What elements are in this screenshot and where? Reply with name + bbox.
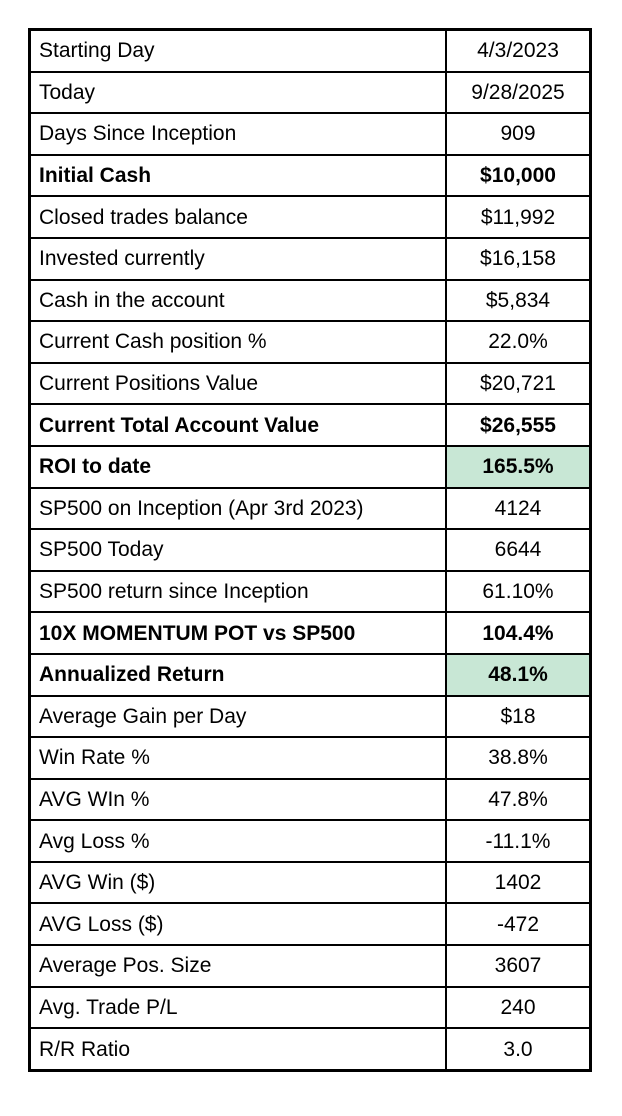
row-value: 240 <box>500 995 536 1019</box>
row-label: SP500 Today <box>31 530 447 570</box>
row-value: 4124 <box>494 496 542 520</box>
table-row: ROI to date 165.5% <box>31 446 589 489</box>
table-row: Current Total Account Value $26,555 <box>31 405 589 447</box>
table-row: Current Cash position % 22.0% <box>31 322 589 364</box>
row-value: $26,555 <box>480 413 556 437</box>
row-label: Days Since Inception <box>31 114 447 154</box>
table-row: Avg. Trade P/L 240 <box>31 987 589 1030</box>
table-row: 10X MOMENTUM POT vs SP500 104.4% <box>31 613 589 655</box>
row-value: 47.8% <box>488 787 548 811</box>
table-row: Cash in the account $5,834 <box>31 280 589 323</box>
table-row: R/R Ratio 3.0 <box>31 1029 589 1069</box>
row-value: $5,834 <box>485 288 551 312</box>
row-value: 4/3/2023 <box>477 39 559 63</box>
table-row: SP500 return since Inception 61.10% <box>31 571 589 614</box>
row-label: AVG Loss ($) <box>31 904 447 945</box>
row-label: AVG WIn % <box>31 779 447 820</box>
table-row: Annualized Return 48.1% <box>31 654 589 697</box>
table-row: Average Gain per Day $18 <box>31 696 589 739</box>
row-value: 1402 <box>494 871 542 895</box>
row-label: Win Rate % <box>31 738 447 778</box>
table-row: Current Positions Value $20,721 <box>31 363 589 406</box>
table-row: Closed trades balance $11,992 <box>31 197 589 239</box>
table-row: AVG Win ($) 1402 <box>31 862 589 905</box>
row-label: Starting Day <box>31 31 447 71</box>
stats-table: Starting Day 4/3/2023 Today 9/28/2025 Da… <box>28 28 592 1072</box>
row-value: 104.4% <box>482 621 554 645</box>
row-label: Cash in the account <box>31 280 447 321</box>
table-row: Average Pos. Size 3607 <box>31 946 589 988</box>
table-row: AVG WIn % 47.8% <box>31 779 589 822</box>
row-value: -472 <box>496 912 540 936</box>
row-value: 909 <box>500 122 536 146</box>
row-label: Current Cash position % <box>31 322 447 362</box>
row-value: $18 <box>500 704 536 728</box>
table-row: AVG Loss ($) -472 <box>31 904 589 947</box>
row-label: Current Positions Value <box>31 363 447 404</box>
row-label: AVG Win ($) <box>31 862 447 903</box>
row-label: Invested currently <box>31 238 447 279</box>
table-row: Days Since Inception 909 <box>31 114 589 156</box>
row-label: 10X MOMENTUM POT vs SP500 <box>31 613 447 653</box>
row-value: 38.8% <box>488 746 548 770</box>
row-label: Annualized Return <box>31 654 447 695</box>
row-value: $16,158 <box>480 247 556 271</box>
row-value: 3607 <box>494 954 542 978</box>
row-label: Average Pos. Size <box>31 946 447 986</box>
row-label: SP500 on Inception (Apr 3rd 2023) <box>31 488 447 529</box>
row-value: 6644 <box>494 538 542 562</box>
row-value: 3.0 <box>503 1037 533 1061</box>
table-row: Today 9/28/2025 <box>31 72 589 115</box>
row-value: $20,721 <box>480 372 556 396</box>
row-value: 22.0% <box>488 330 548 354</box>
row-label: R/R Ratio <box>31 1029 447 1069</box>
row-label: Avg Loss % <box>31 821 447 861</box>
row-label: Today <box>31 72 447 113</box>
row-label: Average Gain per Day <box>31 696 447 737</box>
row-label: Closed trades balance <box>31 197 447 237</box>
row-value: $10,000 <box>480 164 556 188</box>
table-row: Starting Day 4/3/2023 <box>31 31 589 73</box>
row-value: 9/28/2025 <box>471 80 565 104</box>
table-row: SP500 Today 6644 <box>31 530 589 572</box>
row-label: Current Total Account Value <box>31 405 447 445</box>
row-label: Initial Cash <box>31 155 447 196</box>
row-value: 61.10% <box>482 580 554 604</box>
row-value: -11.1% <box>485 829 551 853</box>
table-row: Avg Loss % -11.1% <box>31 821 589 863</box>
table-row: SP500 on Inception (Apr 3rd 2023) 4124 <box>31 488 589 531</box>
table-row: Initial Cash $10,000 <box>31 155 589 198</box>
table-row: Win Rate % 38.8% <box>31 738 589 780</box>
row-label: SP500 return since Inception <box>31 571 447 612</box>
row-value-highlighted: 165.5% <box>447 446 589 487</box>
table-row: Invested currently $16,158 <box>31 238 589 281</box>
row-label: ROI to date <box>31 446 447 487</box>
row-value-highlighted: 48.1% <box>447 654 589 695</box>
row-value: $11,992 <box>480 205 556 229</box>
row-label: Avg. Trade P/L <box>31 987 447 1028</box>
